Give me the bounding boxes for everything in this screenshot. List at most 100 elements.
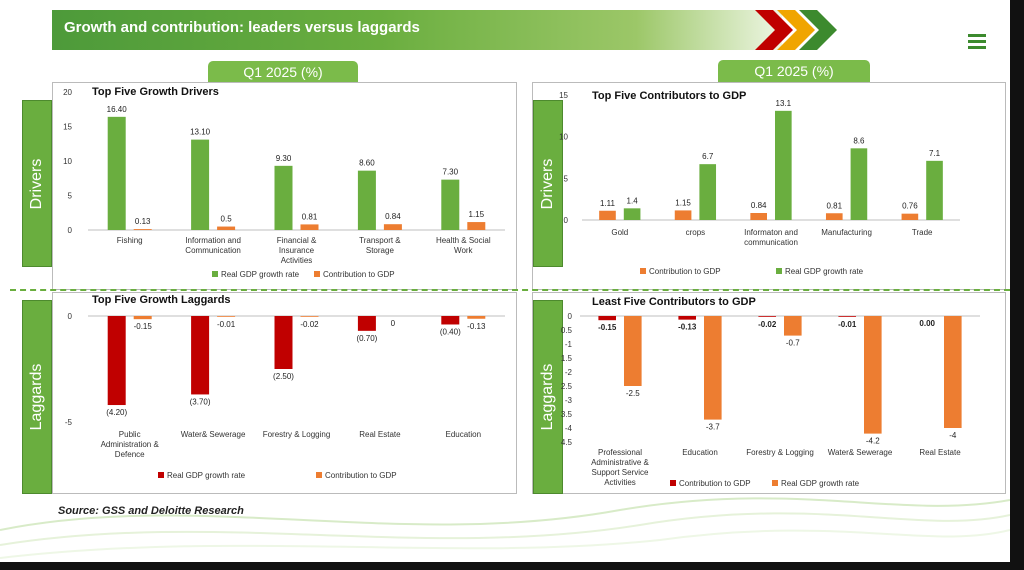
tl-data-label: 13.10	[190, 128, 211, 137]
tr-category-label: Informaton and communication	[744, 228, 798, 247]
tl-category-label: Fishing	[117, 236, 143, 245]
br-y-tick-label: -1	[565, 340, 573, 349]
tl-y-tick-label: 0	[68, 226, 73, 235]
br-data-label: 0.00	[919, 319, 935, 328]
tr-data-label: 1.15	[675, 198, 691, 207]
tr-legend-swatch	[640, 268, 646, 274]
tl-y-tick-label: 10	[63, 157, 72, 166]
decorative-waves	[0, 497, 1010, 559]
br-bar	[624, 316, 642, 386]
bl-data-label: (4.20)	[106, 408, 127, 417]
tl-data-label: 7.30	[443, 168, 459, 177]
br-bar	[704, 316, 722, 420]
br-y-tick-label: 0	[568, 312, 573, 321]
bl-data-label: -0.13	[467, 322, 486, 331]
laggards-label-right: Laggards	[533, 300, 563, 494]
tr-chart-title: Top Five Contributors to GDP	[592, 90, 746, 102]
br-category-label: Professional Administrative & Support Serv…	[591, 448, 649, 487]
br-category-label: Forestry & Logging	[746, 448, 814, 457]
tl-bar	[107, 116, 126, 230]
bl-data-label: (0.70)	[356, 334, 377, 343]
br-category-label: Real Estate	[919, 448, 961, 457]
tl-category-label: Health & Social Work	[436, 236, 491, 255]
br-data-label: -0.15	[598, 323, 617, 332]
tl-data-label: 0.84	[385, 212, 401, 221]
tl-data-label: 1.15	[469, 210, 485, 219]
br-bar	[944, 316, 962, 428]
tl-bar	[467, 222, 486, 230]
bl-data-label: 0	[391, 319, 396, 328]
tl-data-label: 8.60	[359, 159, 375, 168]
bl-data-label: -0.02	[300, 320, 319, 329]
tl-y-tick-label: 5	[68, 192, 73, 201]
tl-y-tick-label: 20	[63, 88, 72, 97]
bl-category-label: Public Administration & Defence	[101, 430, 160, 459]
drivers-label-right: Drivers	[533, 100, 563, 267]
tr-y-tick-label: 0	[564, 216, 569, 225]
bl-category-label: Real Estate	[359, 430, 401, 439]
bl-data-label: (0.40)	[440, 327, 461, 336]
laggards-label-left: Laggards	[22, 300, 52, 494]
bl-category-label: Forestry & Logging	[263, 430, 331, 439]
tl-bar	[300, 224, 319, 230]
screen-edge-bottom	[0, 562, 1024, 570]
bl-data-label: (2.50)	[273, 372, 294, 381]
tr-y-tick-label: 10	[559, 133, 568, 142]
tr-bar	[825, 213, 843, 220]
tr-bar	[926, 160, 943, 220]
tl-y-tick-label: 15	[63, 123, 72, 132]
tl-bar	[441, 179, 460, 230]
tr-data-label: 0.76	[902, 202, 918, 211]
tl-bar	[191, 139, 210, 230]
bl-bar	[217, 316, 236, 317]
left-period-tab: Q1 2025 (%)	[208, 61, 358, 83]
bl-chart-title: Top Five Growth Laggards	[92, 294, 231, 306]
tl-bar	[357, 170, 376, 230]
tr-y-tick-label: 5	[564, 174, 569, 183]
tl-bar	[274, 165, 293, 230]
bl-legend-swatch	[158, 472, 164, 478]
chevron-arrows-icon	[755, 10, 837, 50]
tr-data-label: 6.7	[702, 152, 714, 161]
tr-data-label: 7.1	[929, 149, 941, 158]
br-bar	[678, 316, 696, 320]
tl-category-label: Financial & Insurance Activities	[277, 236, 317, 265]
tl-legend-label: Real GDP growth rate	[221, 270, 300, 279]
bl-bar	[191, 316, 210, 395]
bl-bar	[467, 316, 486, 319]
page-title: Growth and contribution: leaders versus …	[64, 19, 420, 36]
br-legend-label: Contribution to GDP	[679, 479, 751, 488]
br-data-label: -4.2	[866, 437, 880, 446]
br-y-tick-label: 3.5	[561, 410, 573, 419]
bl-y-tick-label: 0	[68, 312, 73, 321]
tr-legend-label: Real GDP growth rate	[785, 267, 864, 276]
br-data-label: -4	[949, 431, 957, 440]
bl-category-label: Water& Sewerage	[181, 430, 246, 439]
tl-data-label: 0.81	[302, 212, 318, 221]
tl-data-label: 9.30	[276, 154, 292, 163]
tr-data-label: 13.1	[776, 99, 792, 108]
br-bar	[784, 316, 802, 336]
bl-data-label: (3.70)	[190, 397, 211, 406]
bl-y-tick-label: -5	[65, 418, 73, 427]
br-bar	[758, 316, 776, 317]
bl-bar	[357, 316, 376, 331]
bl-bar	[441, 316, 460, 325]
drivers-label-left: Drivers	[22, 100, 52, 267]
tr-category-label: Manufacturing	[821, 228, 872, 237]
tr-bar	[901, 213, 919, 220]
charts-canvas: Top Five Growth Drivers 0 5 10 15 20 16.40 0.13…	[63, 86, 980, 488]
tl-chart-title: Top Five Growth Drivers	[92, 86, 219, 98]
bl-data-label: -0.01	[217, 320, 236, 329]
br-legend-swatch	[670, 480, 676, 486]
br-data-label: -0.02	[758, 320, 777, 329]
br-data-label: -0.01	[838, 320, 857, 329]
source-note: Source: GSS and Deloitte Research	[58, 505, 244, 517]
tr-data-label: 1.11	[600, 199, 616, 208]
panel-bottom-right	[532, 292, 1006, 494]
br-legend-label: Real GDP growth rate	[781, 479, 860, 488]
menu-icon[interactable]	[968, 34, 986, 50]
br-category-label: Water& Sewerage	[828, 448, 893, 457]
br-data-label: -3.7	[706, 423, 720, 432]
tr-bar	[775, 110, 792, 220]
